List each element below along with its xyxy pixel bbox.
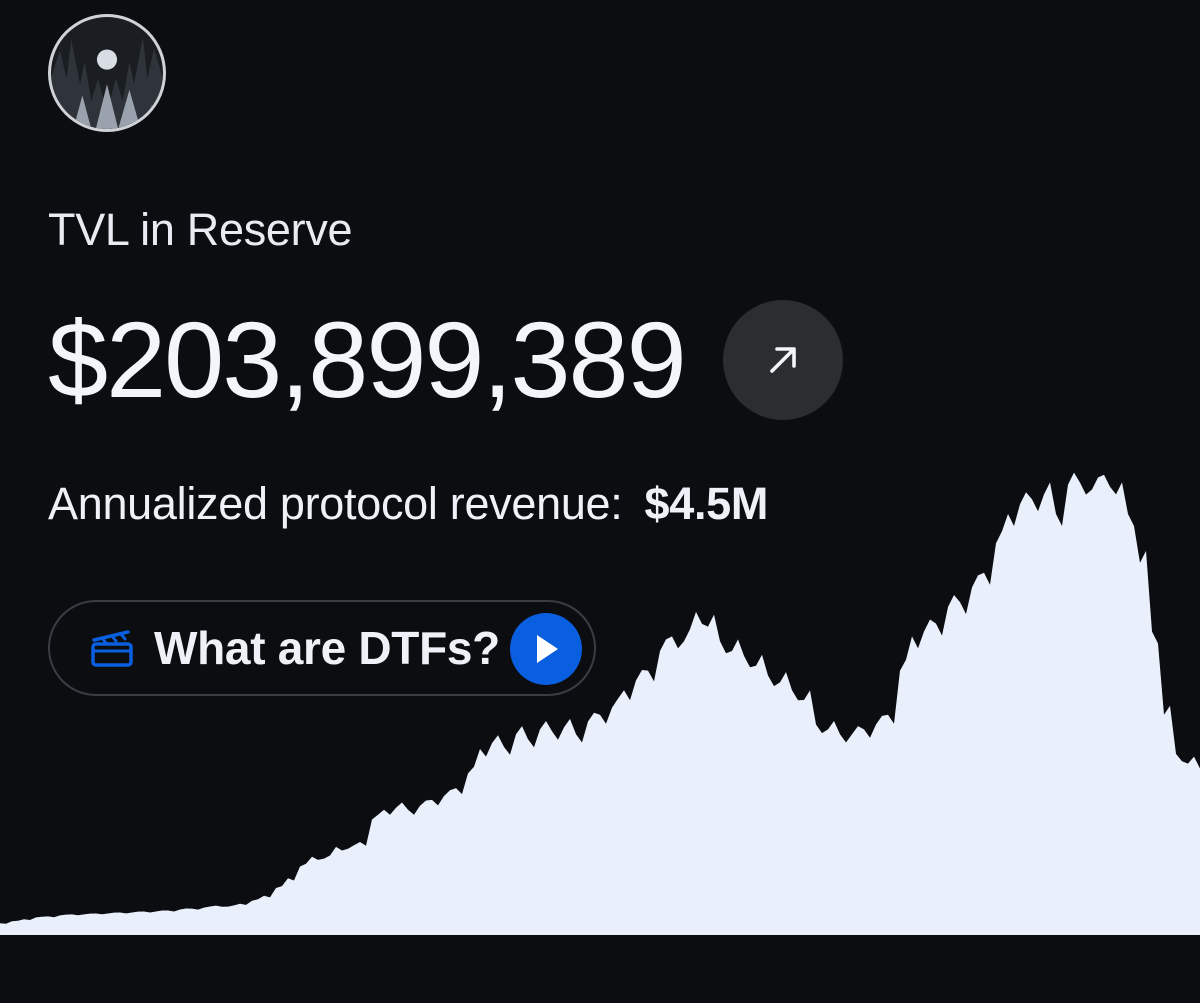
play-icon: [537, 635, 558, 663]
revenue-value: $4.5M: [644, 478, 769, 529]
profile-avatar: [48, 14, 166, 132]
tvl-value: $203,899,389: [48, 299, 687, 420]
revenue-line: Annualized protocol revenue: $4.5M: [48, 478, 768, 530]
tvl-area-series: [0, 472, 1200, 935]
open-tvl-button[interactable]: [722, 300, 843, 420]
revenue-label: Annualized protocol revenue:: [48, 478, 623, 529]
what-are-dtfs-button[interactable]: What are DTFs?: [48, 600, 596, 696]
what-are-dtfs-label: What are DTFs?: [154, 622, 500, 674]
forest-moon-avatar-icon: [51, 17, 163, 129]
arrow-up-right-icon: [769, 347, 796, 373]
play-button[interactable]: [510, 613, 582, 685]
tvl-row: $203,899,389: [48, 300, 843, 420]
tvl-label: TVL in Reserve: [48, 204, 353, 255]
clapperboard-icon: [91, 630, 133, 667]
tvl-area-chart: [0, 472, 1200, 935]
